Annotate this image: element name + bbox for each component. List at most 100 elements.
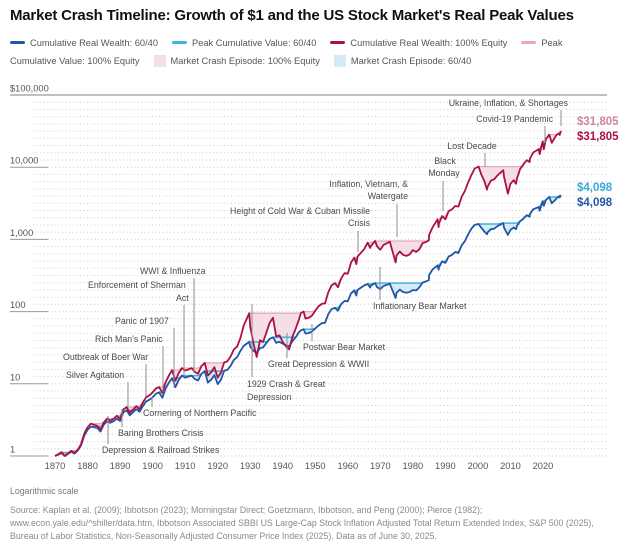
x-axis-label: 1990 (435, 461, 456, 471)
crash-episode (375, 241, 429, 263)
annotation-label: Inflationary Bear Market (373, 301, 467, 311)
y-axis-label: 10,000 (10, 156, 38, 166)
annotation-label: Covid-19 Pandemic (476, 114, 553, 124)
x-axis-label: 1870 (45, 461, 66, 471)
legend-line-swatch-2 (330, 41, 346, 44)
x-axis-label: 1960 (337, 461, 358, 471)
legend-item-5: Market Crash Episode: 60/40 (333, 54, 472, 67)
crash-episode (478, 166, 524, 194)
gridlines: 1 10 100 1,000 10,000 $100,000 1870 1880 1890 190… (10, 84, 607, 471)
crash-episode (303, 311, 316, 319)
legend-item-label: Cumulative Real Wealth: 60/40 (30, 38, 158, 48)
annotation-lost-decade: Lost Decade (447, 141, 497, 167)
annotation-label: Great Depression & WWII (268, 359, 369, 369)
annotation-ukraine-inflation-shortages: Ukraine, Inflation, & Shortages (449, 98, 569, 126)
x-axis-label: 1950 (305, 461, 326, 471)
x-axis-label: 1900 (142, 461, 163, 471)
x-axis-label: 2020 (533, 461, 554, 471)
annotation-black-monday: Black Monday (428, 156, 460, 211)
annotation-label: Postwar Bear Market (303, 342, 386, 352)
annotation-great-depression-wwii: Great Depression & WWII (268, 333, 369, 369)
x-axis-label: 1890 (110, 461, 131, 471)
legend-line-swatch-3 (521, 41, 537, 44)
annotation-label: 1929 Crash & Great (247, 379, 326, 389)
y-axis-label: 1,000 (10, 228, 33, 238)
wealth-line-equity (54, 130, 562, 457)
annotation-label: Crisis (348, 218, 371, 228)
log-scale-note: Logarithmic scale (10, 486, 79, 496)
annotation-label: Act (176, 293, 189, 303)
annotation-covid-19-pandemic: Covid-19 Pandemic (476, 114, 554, 143)
annotation-label: Cornering of Northern Pacific (143, 408, 257, 418)
annotation-label: Rich Man's Panic (95, 334, 163, 344)
annotation-silver-agitation: Silver Agitation (66, 370, 129, 407)
annotation-cold-war-cuban-missile-crisis: Height of Cold War & Cuban Missile Crisis (230, 206, 371, 252)
legend-item-1: Peak Cumulative Value: 60/40 (172, 38, 316, 48)
x-axis-label: 1980 (403, 461, 424, 471)
source-note: Source: Kaplan et al. (2009); Ibbotson (… (10, 505, 594, 542)
legend-item-label: Peak Cumulative Value: 100% Equity (10, 38, 563, 66)
x-axis-label: 1940 (272, 461, 293, 471)
annotation-inflation-vietnam-watergate: Inflation, Vietnam, & Watergate (329, 179, 408, 237)
peak-value-label-60-40: $4,098 (577, 182, 613, 194)
legend-item-0: Cumulative Real Wealth: 60/40 (10, 38, 158, 48)
x-axis-label: 2010 (500, 461, 521, 471)
x-axis-label: 1970 (370, 461, 391, 471)
y-axis-label: 10 (10, 372, 20, 382)
x-axis-label: 2000 (468, 461, 489, 471)
annotation-inflationary-bear-market: Inflationary Bear Market (373, 267, 467, 311)
annotation-panic-of-1907: Panic of 1907 (115, 316, 175, 388)
annotation-label: WWI & Influenza (140, 266, 206, 276)
legend-line-swatch-1 (172, 41, 187, 44)
legend-item-2: Cumulative Real Wealth: 100% Equity (330, 38, 507, 48)
annotation-label: Panic of 1907 (115, 316, 169, 326)
annotation-label: Depression & Railroad Strikes (102, 445, 220, 455)
end-value-label-60-40: $4,098 (577, 197, 613, 209)
peak-value-label-100-equity: $31,805 (577, 116, 619, 128)
legend-item-label: Cumulative Real Wealth: 100% Equity (350, 38, 508, 48)
legend: Cumulative Real Wealth: 60/40 Peak Cumula… (10, 34, 610, 70)
annotation-label: Baring Brothers Crisis (118, 428, 204, 438)
annotation-label: Watergate (368, 191, 408, 201)
annotation-label: Height of Cold War & Cuban Missile (230, 206, 370, 216)
annotation-label: Silver Agitation (66, 370, 124, 380)
wealth-line-b6040 (54, 194, 562, 457)
annotation-outbreak-boer-war: Outbreak of Boer War (63, 352, 148, 396)
annotation-baring-brothers-crisis: Baring Brothers Crisis (118, 409, 204, 438)
legend-item-3: Peak Cumulative Value: 100% Equity (10, 38, 563, 66)
legend-line-swatch-0 (10, 41, 25, 44)
annotation-label: Lost Decade (447, 141, 496, 151)
annotation-label: Inflation, Vietnam, & (329, 179, 408, 189)
x-axis-label: 1930 (240, 461, 261, 471)
annotation-cornering-northern-pacific: Cornering of Northern Pacific (143, 397, 257, 418)
annotation-postwar-bear-market: Postwar Bear Market (303, 324, 386, 352)
legend-item-4: Market Crash Episode: 100% Equity (153, 54, 320, 67)
annotation-rich-mans-panic: Rich Man's Panic (95, 334, 164, 392)
annotation-label: Outbreak of Boer War (63, 352, 148, 362)
legend-item-label: Market Crash Episode: 100% Equity (170, 56, 320, 66)
annotation-label: Black (434, 156, 456, 166)
x-axis-label: 1910 (175, 461, 196, 471)
annotation-label: Ukraine, Inflation, & Shortages (449, 98, 569, 108)
y-axis-label: 1 (10, 445, 15, 455)
y-axis-label: $100,000 (10, 84, 49, 94)
page-title: Market Crash Timeline: Growth of $1 and … (10, 7, 574, 24)
legend-item-label: Peak Cumulative Value: 60/40 (192, 38, 317, 48)
crash-episode (503, 223, 521, 235)
annotation-enforcement-sherman-act: Enforcement of Sherman Act (88, 280, 189, 375)
annotation-label: Monday (428, 168, 460, 178)
end-value-label-100-equity: $31,805 (577, 131, 619, 143)
annotation-label: Depression (247, 392, 292, 402)
annotation-1929-crash-great-depression: 1929 Crash & Great Depression (247, 304, 326, 402)
legend-box-swatch-5 (333, 54, 346, 67)
y-axis-label: 100 (10, 300, 26, 310)
annotation-wwi-influenza: WWI & Influenza (140, 266, 206, 373)
x-axis-label: 1880 (77, 461, 98, 471)
legend-box-swatch-4 (153, 54, 166, 67)
annotation-depression-railroad-strikes: Depression & Railroad Strikes (102, 416, 220, 455)
annotation-label: Enforcement of Sherman (88, 280, 186, 290)
legend-item-label: Market Crash Episode: 60/40 (350, 56, 472, 66)
x-axis-label: 1920 (207, 461, 228, 471)
annotations: Ukraine, Inflation, & Shortages Covid-19 … (63, 98, 569, 455)
